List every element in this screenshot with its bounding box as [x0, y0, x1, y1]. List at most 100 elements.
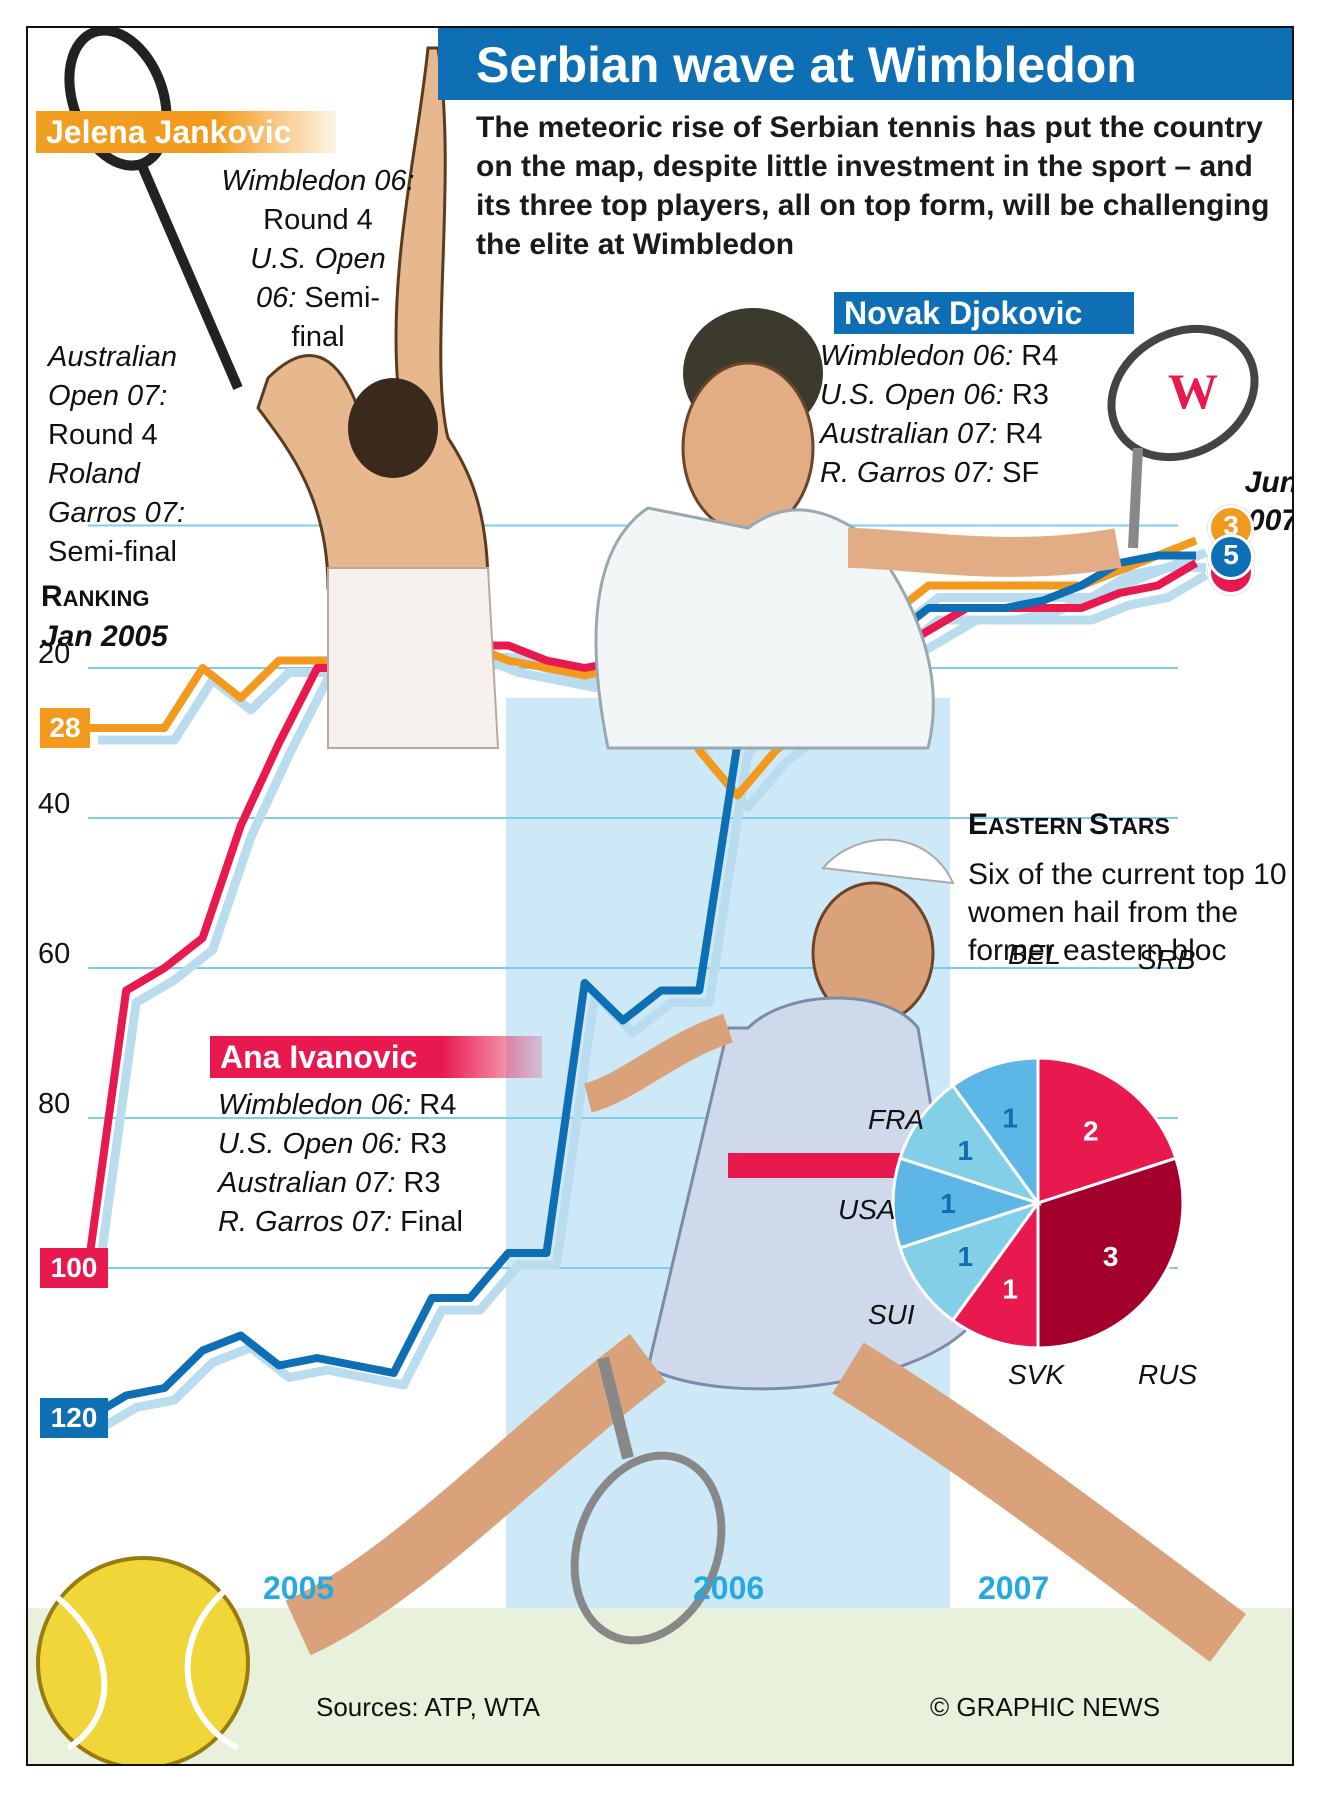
ivanovic-result-line: R. Garros 07: Final	[218, 1203, 578, 1242]
source-note: Sources: ATP, WTA	[316, 1692, 540, 1722]
ivanovic-result-event: R. Garros 07:	[218, 1206, 393, 1238]
djokovic-result-result: R4	[1013, 340, 1059, 372]
jankovic-result-line: final	[188, 318, 448, 357]
djokovic-result-line: Wimbledon 06: R4	[820, 337, 1120, 376]
jankovic-result-result: Round 4	[48, 419, 158, 451]
jankovic-result-line: U.S. Open	[188, 240, 448, 279]
ranking-heading: RANKING Jan 2005	[41, 578, 168, 656]
jankovic-result-line: Australian	[48, 338, 238, 377]
pie-country-label: SUI	[868, 1299, 915, 1330]
jankovic-result-event: Garros 07:	[48, 497, 185, 529]
ivanovic-result-event: Wimbledon 06:	[218, 1089, 412, 1121]
pie-slice-value: 1	[958, 1135, 974, 1166]
jankovic-results-1: Wimbledon 06: Round 4 U.S. Open 06: Semi-fi…	[188, 162, 448, 357]
jankovic-results-2: Australian Open 07: Round 4 Roland Garros 07…	[48, 338, 238, 572]
pie-country-label: BEL	[1008, 939, 1061, 970]
jankovic-illustration	[64, 28, 500, 749]
ivanovic-result-result: R3	[401, 1128, 447, 1160]
jankovic-name-tag: Jelena Jankovic	[36, 111, 336, 153]
pie-slice-value: 1	[1002, 1274, 1018, 1305]
jankovic-result-line: Wimbledon 06:	[188, 162, 448, 201]
jankovic-result-result: Semi-final	[48, 536, 177, 568]
series-line	[85, 551, 1196, 1422]
tennis-ball-illustration	[36, 1556, 250, 1764]
pie-slice	[891, 1156, 1043, 1250]
jankovic-result-event: 06:	[255, 282, 297, 314]
djokovic-result-event: U.S. Open 06:	[820, 379, 1004, 411]
eastern-stars-text: Six of the current top 10 women hail fro…	[968, 858, 1287, 967]
jankovic-result-result: Round 4	[263, 204, 373, 236]
title-bar	[438, 28, 1292, 100]
y-tick-label: 60	[38, 938, 71, 970]
jankovic-result-result: Semi-	[296, 282, 381, 314]
djokovic-result-event: R. Garros 07:	[820, 457, 995, 489]
x-year-label: 2006	[693, 1570, 765, 1606]
pie-country-label: USA	[838, 1194, 896, 1225]
eastern-stars-title: EASTERN STARS	[968, 808, 1170, 841]
pie-slice	[950, 1056, 1040, 1208]
jankovic-result-line: Round 4	[48, 416, 238, 455]
djokovic-result-line: Australian 07: R4	[820, 415, 1120, 454]
series-start-label: 100	[40, 1248, 108, 1288]
djokovic-illustration: W	[594, 308, 1259, 750]
ranking-label-initial: R	[41, 580, 63, 613]
page-title: Serbian wave at Wimbledon	[476, 37, 1137, 93]
jankovic-result-line: Garros 07:	[48, 494, 238, 533]
djokovic-name-tag: Novak Djokovic	[834, 292, 1134, 334]
ivanovic-illustration	[285, 838, 1247, 1662]
ranking-label: RANKING	[41, 580, 149, 613]
jankovic-result-line: Open 07:	[48, 377, 238, 416]
pie-slice	[898, 1083, 1042, 1206]
pie-slice-value: 1	[940, 1188, 956, 1219]
pie-slice-value: 3	[1103, 1241, 1119, 1272]
djokovic-result-event: Australian 07:	[820, 418, 998, 450]
ivanovic-results: Wimbledon 06: R4 U.S. Open 06: R3 Australi…	[218, 1086, 578, 1242]
series-shadow	[95, 563, 1206, 1434]
jankovic-result-line: Roland	[48, 455, 238, 494]
pie-slice-value: 2	[1083, 1115, 1099, 1146]
svg-text:W: W	[1168, 363, 1218, 419]
jankovic-result-event: Australian	[48, 341, 177, 373]
y-tick-label: 20	[38, 638, 71, 670]
ivanovic-result-line: Australian 07: R3	[218, 1164, 578, 1203]
jankovic-result-event: Wimbledon 06:	[221, 165, 415, 197]
ivanovic-result-result: R3	[395, 1167, 441, 1199]
pie-slice	[1036, 1056, 1178, 1206]
jankovic-result-result: final	[291, 321, 345, 353]
x-year-label: 2007	[978, 1570, 1050, 1606]
ivanovic-result-line: Wimbledon 06: R4	[218, 1086, 578, 1125]
djokovic-results: Wimbledon 06: R4 U.S. Open 06: R3 Australi…	[820, 337, 1120, 493]
y-tick-label: 40	[38, 788, 71, 820]
series-end-label: 5	[1208, 533, 1254, 580]
ivanovic-result-event: Australian 07:	[218, 1167, 396, 1199]
ivanovic-result-line: U.S. Open 06: R3	[218, 1125, 578, 1164]
series-start-label: 120	[40, 1398, 108, 1438]
pie-country-label: SRB	[1138, 944, 1196, 975]
pie-country-label: FRA	[868, 1104, 924, 1135]
pie-country-label: SVK	[1008, 1359, 1065, 1390]
ivanovic-result-result: Final	[392, 1206, 463, 1238]
y-tick-label: 80	[38, 1088, 71, 1120]
djokovic-result-result: R3	[1003, 379, 1049, 411]
jankovic-result-line: Semi-final	[48, 533, 238, 572]
pie-slice-value: 1	[958, 1241, 974, 1272]
jankovic-result-line: Round 4	[188, 201, 448, 240]
pie-slice	[950, 1198, 1040, 1350]
credit-note: © GRAPHIC NEWS	[930, 1692, 1161, 1722]
ranking-label-rest: ANKING	[62, 586, 150, 611]
series-start-label: 28	[40, 708, 90, 748]
jankovic-result-event: Open 07:	[48, 380, 168, 412]
djokovic-result-result: R4	[997, 418, 1043, 450]
ranking-start-date: Jan 2005	[41, 620, 168, 653]
pie-slice	[1036, 1156, 1185, 1350]
pie-country-label: RUS	[1138, 1359, 1198, 1390]
ivanovic-result-result: R4	[411, 1089, 457, 1121]
djokovic-result-line: R. Garros 07: SF	[820, 454, 1120, 493]
intro-text: The meteoric rise of Serbian tennis has …	[476, 111, 1270, 261]
ivanovic-name-tag: Ana Ivanovic	[210, 1036, 542, 1078]
jankovic-result-event: U.S. Open	[250, 243, 386, 275]
pie-slice	[898, 1200, 1042, 1323]
